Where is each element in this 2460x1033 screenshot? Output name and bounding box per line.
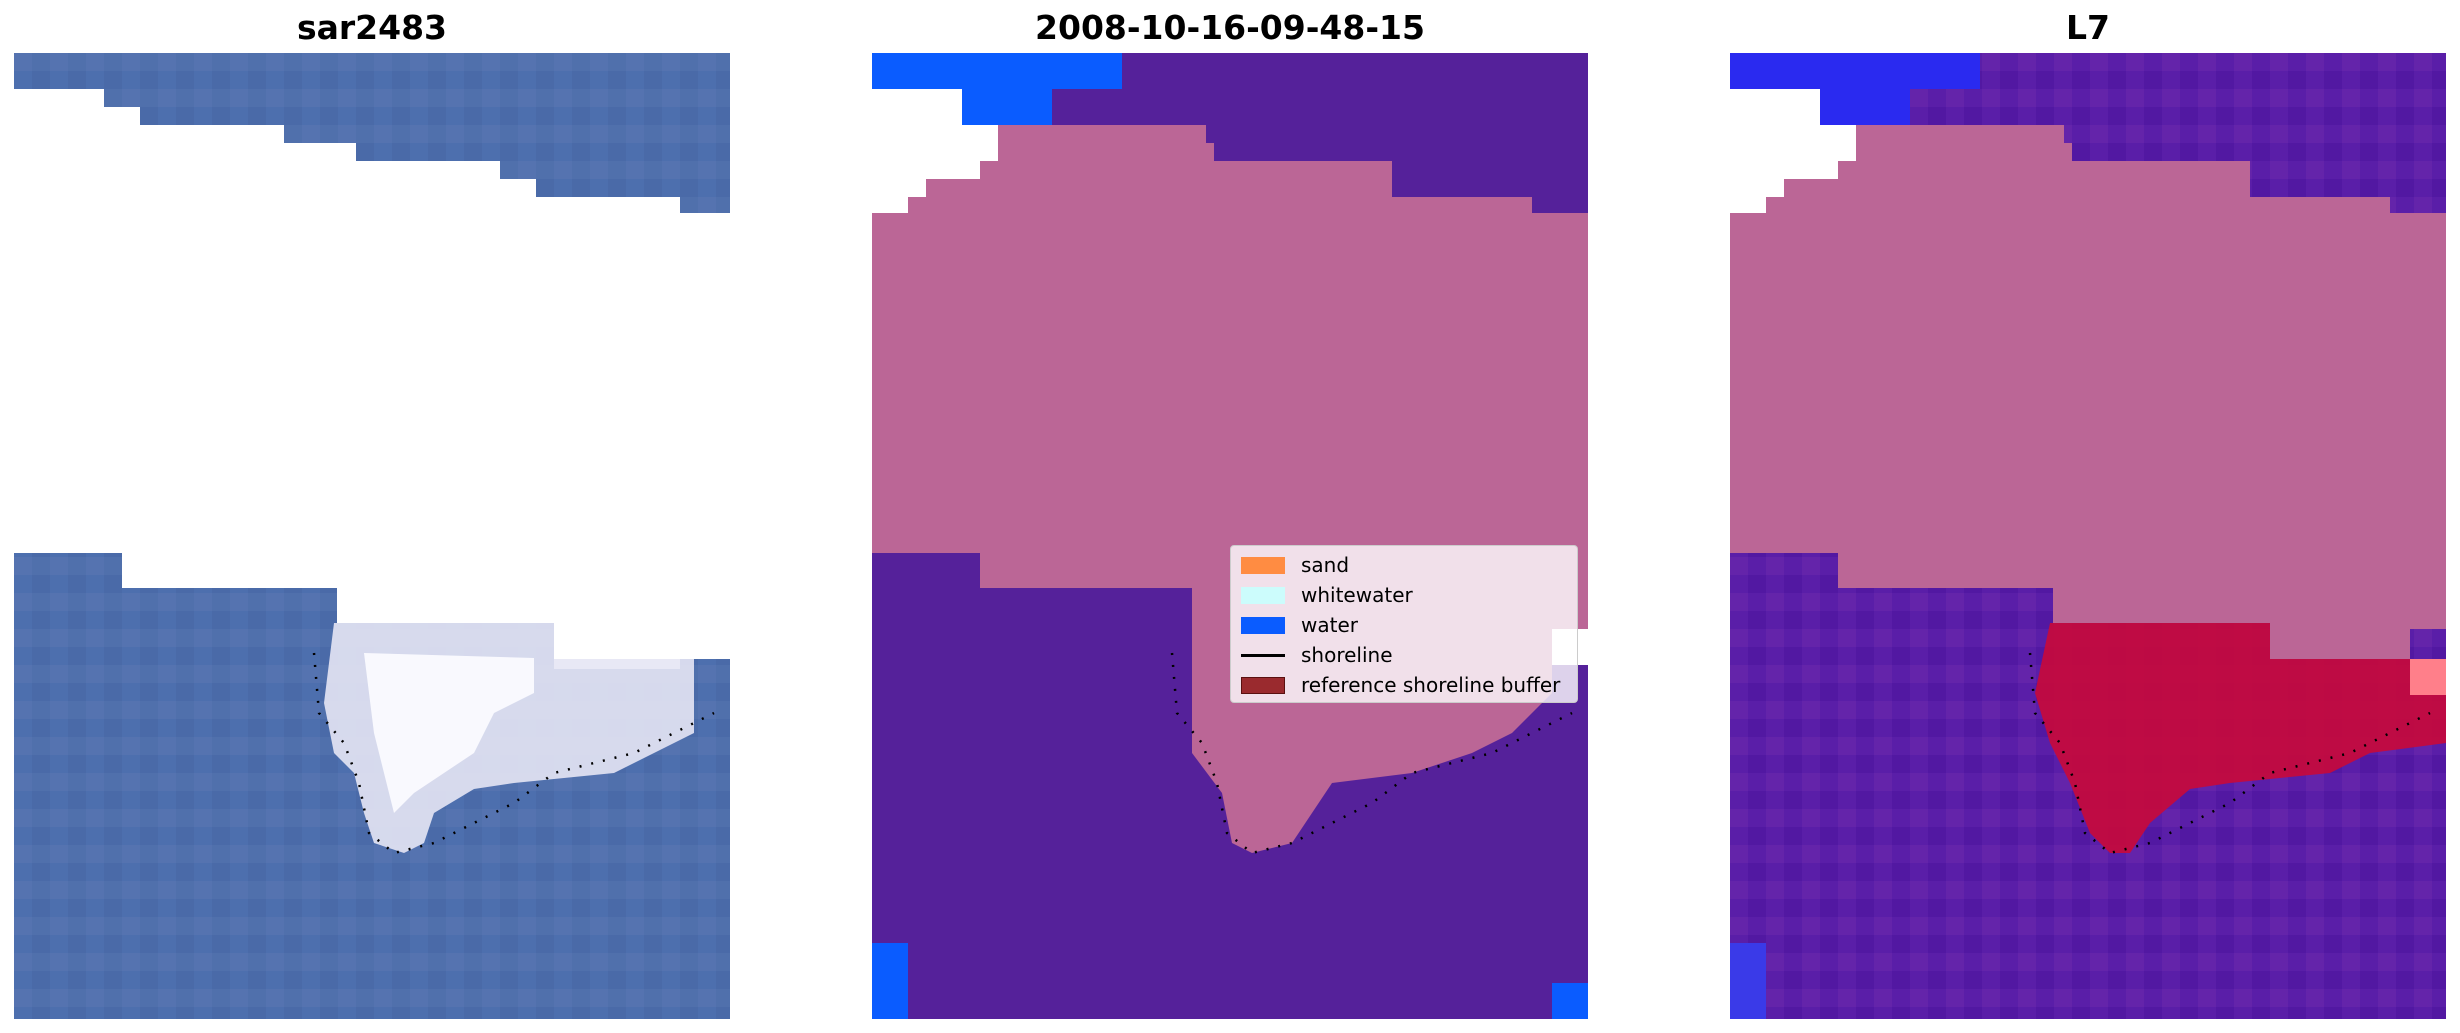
legend-label-whitewater: whitewater [1301,583,1413,607]
panel-title-probability: L7 [2066,8,2110,47]
shoreline-dots [312,652,715,855]
legend: sand whitewater water shoreline referenc… [1230,545,1578,703]
legend-item-water: water [1241,610,1358,640]
legend-item-reference-buffer: reference shoreline buffer [1241,670,1560,700]
shoreline-dots [1170,652,1573,855]
legend-swatch-sand [1241,556,1285,574]
legend-label-reference-buffer: reference shoreline buffer [1301,673,1561,697]
water-edge-bottom-left [872,943,908,1019]
high-prob-area [2035,623,2446,853]
legend-label-shoreline: shoreline [1301,643,1393,667]
legend-item-whitewater: whitewater [1241,580,1413,610]
water-edge-bottom-left [1730,943,1766,1019]
masked-region [14,89,730,669]
whitewater-core [364,653,534,813]
panel-title-classified: 2008-10-16-09-48-15 [1035,8,1425,47]
legend-item-sand: sand [1241,550,1349,580]
panel-title-rgb: sar2483 [296,8,448,47]
legend-line-shoreline [1241,653,1285,657]
probability-image [1730,53,2446,1019]
rgb-image [14,53,730,1019]
panel-probability: L7 [1730,0,2446,1033]
panel-classified: 2008-10-16-09-48-15 [872,0,1588,1033]
land-area [1730,125,2446,659]
legend-item-shoreline: shoreline [1241,640,1393,670]
legend-label-water: water [1301,613,1358,637]
legend-label-sand: sand [1301,553,1350,577]
classified-image [872,53,1588,1019]
water-edge-bottom-right [1552,983,1588,1019]
legend-swatch-reference-buffer [1241,676,1285,694]
panel-rgb: sar2483 [14,0,730,1033]
masked-top-left [872,89,998,213]
shoreline-dots [2028,652,2431,855]
masked-top-left [1730,89,1856,213]
legend-swatch-water [1241,616,1285,634]
high-prob-edge [2410,659,2446,695]
legend-swatch-whitewater [1241,586,1285,604]
